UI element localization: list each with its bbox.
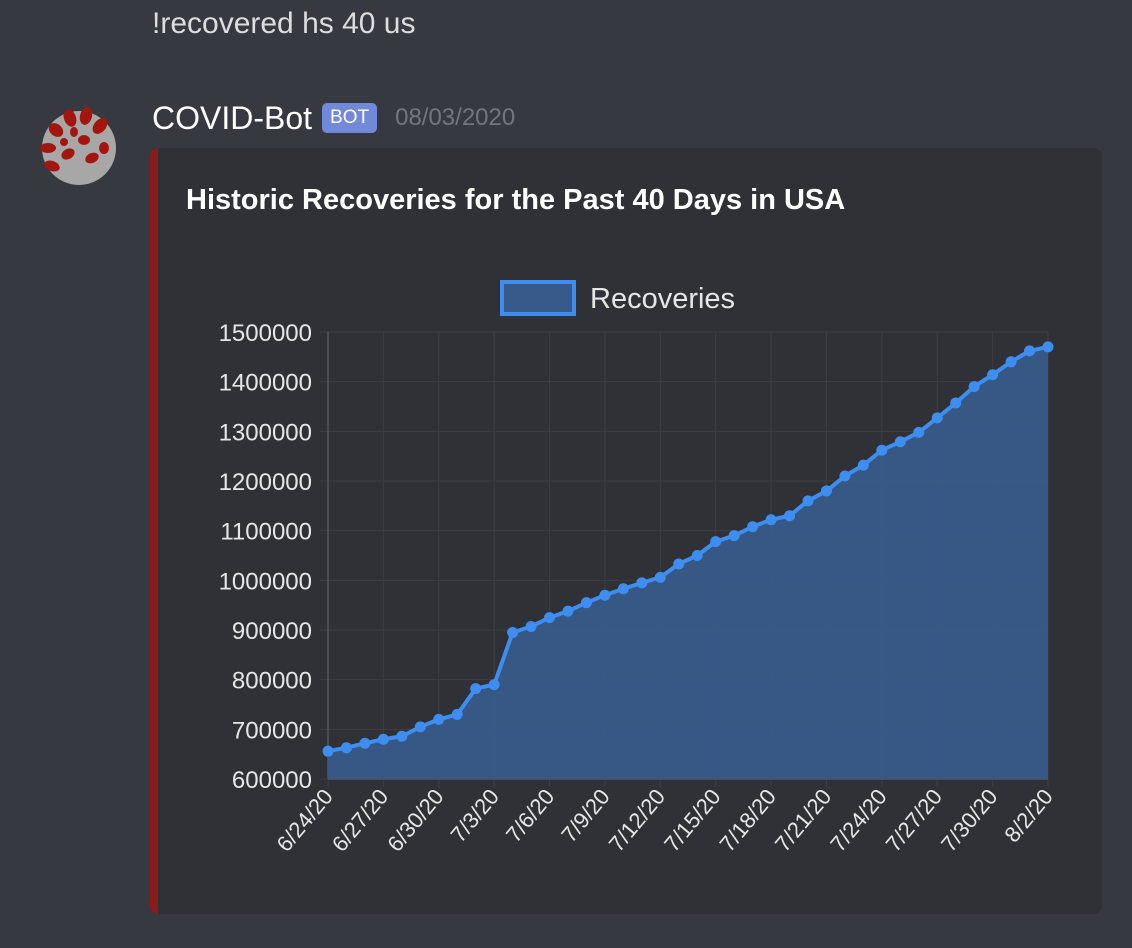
y-tick-label: 700000: [232, 717, 312, 744]
data-point: [876, 444, 888, 456]
data-point: [414, 721, 426, 733]
data-point: [1024, 345, 1036, 357]
recoveries-line: [327, 344, 1049, 754]
x-tick-label: 7/12/20: [604, 784, 670, 856]
legend-swatch: [500, 280, 576, 316]
x-tick-label: 7/27/20: [881, 784, 947, 856]
embed-title: Historic Recoveries for the Past 40 Days…: [186, 184, 846, 216]
data-point: [673, 558, 685, 570]
data-point: [636, 577, 648, 589]
data-point: [913, 426, 925, 438]
legend-label: Recoveries: [590, 283, 735, 315]
author-name[interactable]: COVID-Bot: [152, 99, 313, 136]
data-point: [396, 730, 408, 742]
previous-message-text: !recovered hs 40 us: [152, 7, 416, 40]
recoveries-area: [328, 346, 1048, 779]
data-point: [470, 683, 482, 695]
x-tick-label: 7/6/20: [501, 784, 559, 847]
data-point: [340, 742, 352, 754]
bot-avatar[interactable]: [40, 104, 118, 186]
data-point: [544, 612, 556, 624]
data-point: [857, 459, 869, 471]
data-point: [728, 530, 740, 542]
data-point: [488, 679, 500, 691]
x-tick-label: 7/21/20: [770, 784, 836, 856]
data-point: [377, 733, 389, 745]
data-point: [784, 510, 796, 522]
x-tick-label: 7/3/20: [446, 784, 504, 847]
message-embed: Historic Recoveries for the Past 40 Days…: [150, 148, 1102, 914]
data-point: [359, 737, 371, 749]
data-point: [1005, 356, 1017, 368]
x-tick-label: 6/30/20: [382, 784, 448, 856]
data-point: [1042, 341, 1054, 353]
data-point: [599, 589, 611, 601]
bot-tag: BOT: [322, 103, 378, 133]
data-point: [820, 485, 832, 497]
y-tick-label: 1100000: [220, 519, 312, 546]
virus-icon: [40, 107, 116, 185]
data-point: [839, 470, 851, 482]
recoveries-chart: 600000 700000 800000 900000 1000000 1100000 12…: [219, 280, 1058, 856]
message-header: COVID-Bot BOT 08/03/2020: [152, 96, 515, 140]
data-point: [433, 713, 445, 725]
data-point: [987, 369, 999, 381]
data-point: [507, 626, 519, 638]
data-point: [322, 745, 334, 757]
data-point: [950, 397, 962, 409]
x-tick-label: 6/27/20: [327, 784, 393, 856]
y-tick-label: 1200000: [219, 469, 312, 496]
x-tick-label: 8/2/20: [999, 784, 1057, 847]
y-tick-label: 800000: [232, 668, 312, 695]
data-point: [691, 550, 703, 561]
y-tick-label: 1400000: [219, 370, 312, 397]
x-tick-label: 7/18/20: [715, 784, 781, 856]
data-point: [525, 621, 537, 633]
data-point: [968, 381, 980, 393]
data-point: [451, 708, 463, 720]
x-tick-label: 7/24/20: [825, 784, 891, 856]
data-point: [617, 583, 629, 595]
data-point: [765, 514, 777, 526]
data-point: [802, 495, 814, 507]
y-tick-label: 600000: [232, 767, 312, 794]
y-tick-label: 1500000: [219, 320, 312, 347]
data-point: [580, 597, 592, 609]
data-point: [931, 412, 943, 424]
x-tick-label: 7/30/20: [936, 784, 1002, 856]
y-tick-label: 1300000: [219, 419, 312, 446]
data-point: [562, 605, 574, 617]
y-tick-label: 900000: [232, 618, 312, 645]
data-point: [747, 521, 759, 533]
data-point: [654, 571, 666, 583]
x-tick-label: 6/24/20: [271, 784, 337, 856]
x-tick-label: 7/15/20: [659, 784, 725, 856]
data-point: [894, 436, 906, 448]
embed-accent-bar: [150, 148, 158, 914]
message-timestamp: 08/03/2020: [395, 104, 516, 131]
y-tick-label: 1000000: [219, 568, 312, 595]
data-point: [710, 536, 722, 548]
